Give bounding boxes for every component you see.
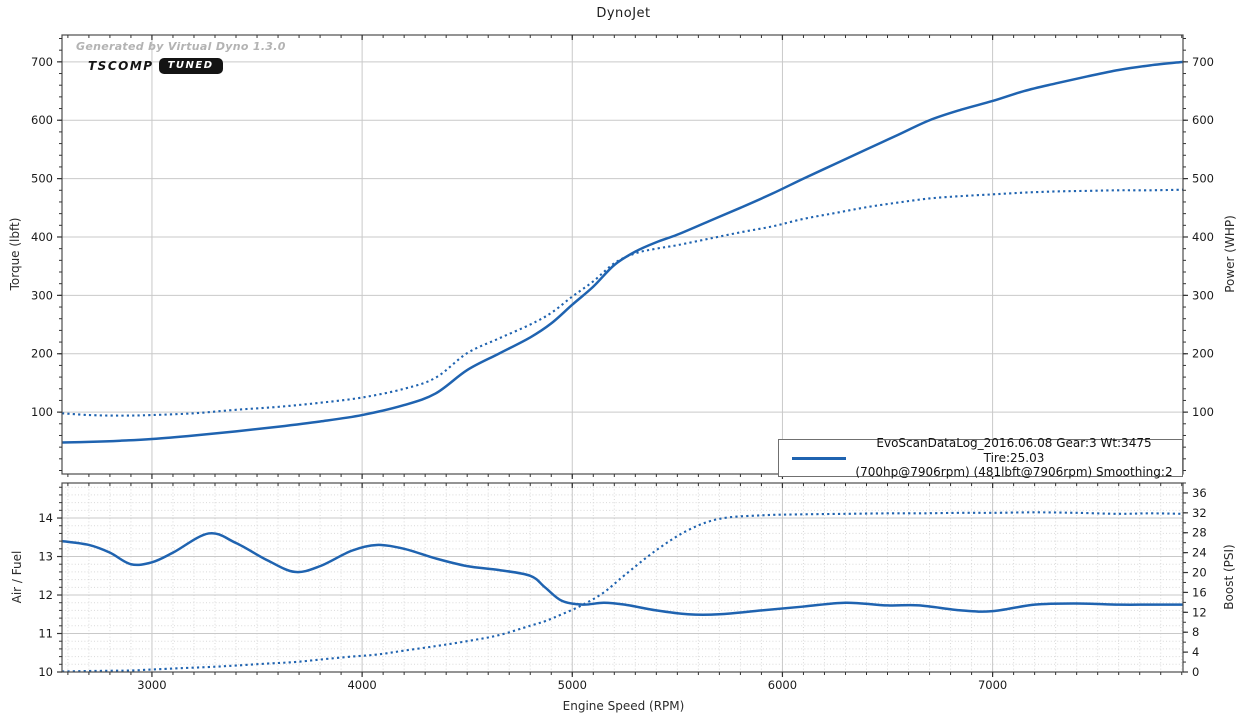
svg-text:24: 24: [1192, 546, 1207, 560]
svg-text:300: 300: [1192, 288, 1214, 302]
series-boost_psi: [61, 511, 1184, 673]
series-air_fuel_ratio: [61, 531, 1183, 616]
svg-text:300: 300: [31, 288, 53, 302]
svg-text:11: 11: [38, 627, 53, 641]
svg-text:400: 400: [31, 230, 53, 244]
page-title: DynoJet: [596, 6, 651, 21]
series-torque_lbft: [61, 188, 1184, 417]
rpm-axis-label: Engine Speed (RPM): [562, 699, 685, 713]
svg-text:32: 32: [1192, 506, 1207, 520]
svg-text:500: 500: [1192, 172, 1214, 186]
svg-text:700: 700: [31, 55, 53, 69]
svg-text:4: 4: [1192, 645, 1199, 659]
svg-text:0: 0: [1192, 665, 1199, 679]
svg-text:600: 600: [31, 113, 53, 127]
svg-text:12: 12: [38, 588, 53, 602]
series-power_whp: [61, 60, 1184, 444]
svg-text:20: 20: [1192, 566, 1207, 580]
svg-text:14: 14: [38, 511, 53, 525]
svg-text:12: 12: [1192, 605, 1207, 619]
torque-axis-label: Torque (lbft): [8, 217, 22, 291]
svg-text:10: 10: [38, 665, 53, 679]
legend-line2: (700hp@7906rpm) (481lbft@7906rpm) Smooth…: [855, 465, 1173, 480]
svg-text:6000: 6000: [768, 678, 797, 692]
svg-text:16: 16: [1192, 585, 1207, 599]
tuner-logo: TSCOMP TUNED: [88, 58, 223, 74]
tuner-brand-text: TSCOMP: [88, 59, 154, 73]
svg-text:200: 200: [31, 347, 53, 361]
power-axis-label: Power (WHP): [1223, 215, 1237, 293]
svg-text:400: 400: [1192, 230, 1214, 244]
svg-text:28: 28: [1192, 526, 1207, 540]
svg-text:36: 36: [1192, 486, 1207, 500]
svg-text:100: 100: [31, 405, 53, 419]
svg-text:100: 100: [1192, 405, 1214, 419]
boost-axis-label: Boost (PSI): [1222, 544, 1236, 610]
watermark-text: Generated by Virtual Dyno 1.3.0: [76, 40, 286, 53]
svg-text:600: 600: [1192, 113, 1214, 127]
svg-text:700: 700: [1192, 55, 1214, 69]
tuner-tag-badge: TUNED: [158, 58, 223, 74]
svg-text:7000: 7000: [978, 678, 1007, 692]
svg-text:500: 500: [31, 172, 53, 186]
svg-text:5000: 5000: [558, 678, 587, 692]
legend-line-swatch: [792, 456, 846, 460]
svg-text:200: 200: [1192, 347, 1214, 361]
svg-text:13: 13: [38, 550, 53, 564]
afr-axis-label: Air / Fuel: [10, 550, 24, 604]
legend-text: EvoScanDataLog_2016.06.08 Gear:3 Wt:3475…: [846, 436, 1182, 480]
svg-text:8: 8: [1192, 625, 1199, 639]
legend-line1: EvoScanDataLog_2016.06.08 Gear:3 Wt:3475…: [876, 436, 1152, 465]
svg-text:4000: 4000: [347, 678, 376, 692]
svg-text:3000: 3000: [137, 678, 166, 692]
series-legend: EvoScanDataLog_2016.06.08 Gear:3 Wt:3475…: [778, 436, 1183, 480]
